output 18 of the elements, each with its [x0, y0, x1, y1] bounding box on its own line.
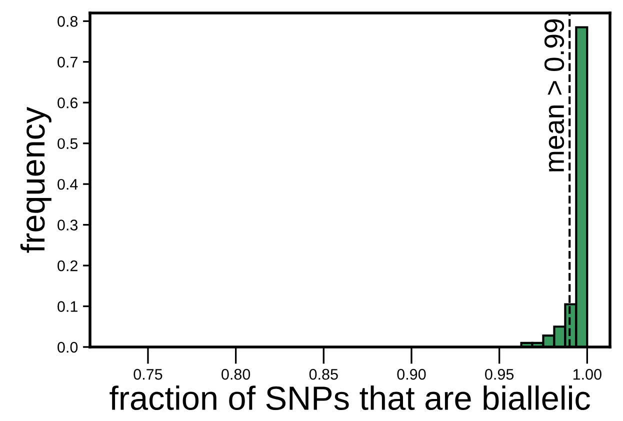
x-tick-label: 0.85: [309, 368, 338, 380]
y-tick-label: 0.7: [58, 56, 78, 68]
y-tick-label: 0.4: [58, 178, 78, 190]
y-tick-label: 0.5: [58, 138, 78, 150]
y-tick-label: 0.2: [58, 260, 78, 272]
y-tick-label: 0.0: [58, 342, 78, 353]
ref-line-label: mean > 0.99: [544, 19, 564, 172]
x-tick-label: 0.95: [485, 368, 514, 380]
x-tick-label: 0.80: [222, 368, 250, 380]
y-tick-label: 0.1: [58, 301, 78, 312]
y-tick-label: 0.3: [58, 220, 78, 230]
x-axis-title: fraction of SNPs that are biallelic: [110, 386, 590, 410]
x-tick-label: 0.90: [397, 368, 426, 380]
y-tick-label: 0.8: [58, 16, 78, 27]
x-tick-label: 1.00: [573, 368, 602, 380]
y-axis-title: frequency: [20, 106, 52, 253]
x-tick-label: 0.75: [134, 368, 162, 380]
y-tick-label: 0.6: [58, 97, 78, 108]
